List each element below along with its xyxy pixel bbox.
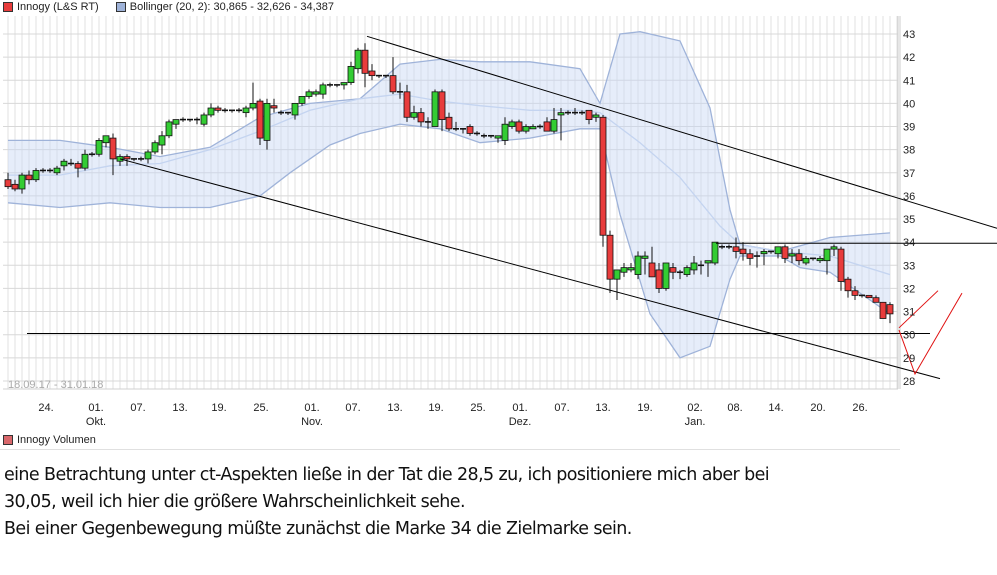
legend-swatch-volume bbox=[3, 435, 13, 445]
comment-line-3: Bei einer Gegenbewegung müßte zunächst d… bbox=[4, 519, 632, 539]
legend-label-innogy: Innogy (L&S RT) bbox=[17, 1, 99, 13]
bollinger-upper bbox=[8, 31, 891, 253]
svg-text:20.: 20. bbox=[810, 402, 825, 414]
svg-text:41: 41 bbox=[903, 75, 915, 87]
svg-text:42: 42 bbox=[903, 52, 915, 64]
svg-text:19.: 19. bbox=[211, 402, 226, 414]
svg-text:26.: 26. bbox=[852, 402, 867, 414]
svg-text:33: 33 bbox=[903, 260, 915, 272]
svg-text:07.: 07. bbox=[345, 402, 360, 414]
x-axis: 24. 01. Okt. 07. 13. 19. 25. 01. Nov. 07. 13. 19. 25… bbox=[3, 388, 898, 428]
bollinger-lower bbox=[7, 123, 891, 359]
svg-text:07.: 07. bbox=[130, 402, 145, 414]
comment-line-2: 30,05, weil ich hier die größere Wahrsch… bbox=[4, 492, 466, 512]
svg-text:Okt.: Okt. bbox=[86, 416, 106, 428]
svg-text:38: 38 bbox=[903, 145, 915, 157]
svg-text:Nov.: Nov. bbox=[301, 416, 323, 428]
svg-text:35: 35 bbox=[903, 214, 915, 226]
svg-text:39: 39 bbox=[903, 122, 915, 134]
svg-text:07.: 07. bbox=[554, 402, 569, 414]
legend-swatch-blue bbox=[115, 2, 126, 12]
grid bbox=[3, 16, 901, 389]
svg-text:Dez.: Dez. bbox=[509, 416, 532, 428]
svg-text:01.: 01. bbox=[512, 402, 527, 414]
projection-alt bbox=[898, 290, 939, 329]
svg-text:01.: 01. bbox=[304, 402, 319, 414]
comment-line-1: eine Betrachtung unter ct-Aspekten ließe… bbox=[4, 465, 770, 485]
svg-text:Jan.: Jan. bbox=[685, 416, 706, 428]
svg-text:40: 40 bbox=[903, 98, 915, 110]
svg-text:25.: 25. bbox=[253, 402, 268, 414]
svg-text:36: 36 bbox=[903, 191, 915, 203]
legend-series-bollinger[interactable]: Bollinger (20, 2): 30,865 - 32,626 - 34,… bbox=[115, 1, 334, 13]
chart-legend: Innogy (L&S RT) Bollinger (20, 2): 30,86… bbox=[0, 0, 348, 14]
price-chart: 28 29 30 31 32 33 34 35 36 37 38 39 40 41 42 43 18.09.17… bbox=[3, 16, 997, 428]
lower-trendline bbox=[119, 158, 941, 380]
analysis-comment: eine Betrachtung unter ct-Aspekten ließe… bbox=[4, 462, 994, 543]
svg-text:34: 34 bbox=[903, 237, 915, 249]
volume-separator bbox=[0, 449, 900, 450]
svg-text:43: 43 bbox=[903, 29, 915, 41]
svg-text:29: 29 bbox=[903, 353, 915, 365]
svg-text:30: 30 bbox=[903, 330, 915, 342]
bollinger-band bbox=[8, 31, 890, 358]
svg-text:24.: 24. bbox=[38, 402, 53, 414]
svg-text:13.: 13. bbox=[387, 402, 402, 414]
svg-text:02.: 02. bbox=[687, 402, 702, 414]
legend-label-bollinger: Bollinger (20, 2): 30,865 - 32,626 - 34,… bbox=[129, 1, 334, 13]
volume-legend-label: Innogy Volumen bbox=[17, 434, 96, 446]
legend-series-innogy[interactable]: Innogy (L&S RT) bbox=[3, 1, 99, 13]
candles bbox=[4, 43, 894, 324]
svg-text:14.: 14. bbox=[768, 402, 783, 414]
date-range-label: 18.09.17 - 31.01.18 bbox=[8, 379, 103, 391]
bollinger-middle bbox=[8, 93, 891, 276]
svg-text:19.: 19. bbox=[637, 402, 652, 414]
volume-legend[interactable]: Innogy Volumen bbox=[3, 434, 96, 446]
legend-swatch-red bbox=[3, 2, 13, 12]
svg-text:25.: 25. bbox=[470, 402, 485, 414]
svg-text:31: 31 bbox=[903, 307, 915, 319]
svg-text:32: 32 bbox=[903, 283, 915, 295]
projection-path bbox=[898, 292, 963, 376]
svg-text:37: 37 bbox=[903, 168, 915, 180]
svg-text:01.: 01. bbox=[88, 402, 103, 414]
svg-text:28: 28 bbox=[903, 376, 915, 388]
y-axis: 28 29 30 31 32 33 34 35 36 37 38 39 40 41 42 43 bbox=[903, 29, 915, 388]
upper-trendline bbox=[366, 35, 997, 229]
svg-text:19.: 19. bbox=[428, 402, 443, 414]
svg-text:08.: 08. bbox=[727, 402, 742, 414]
svg-text:13.: 13. bbox=[595, 402, 610, 414]
svg-text:13.: 13. bbox=[172, 402, 187, 414]
